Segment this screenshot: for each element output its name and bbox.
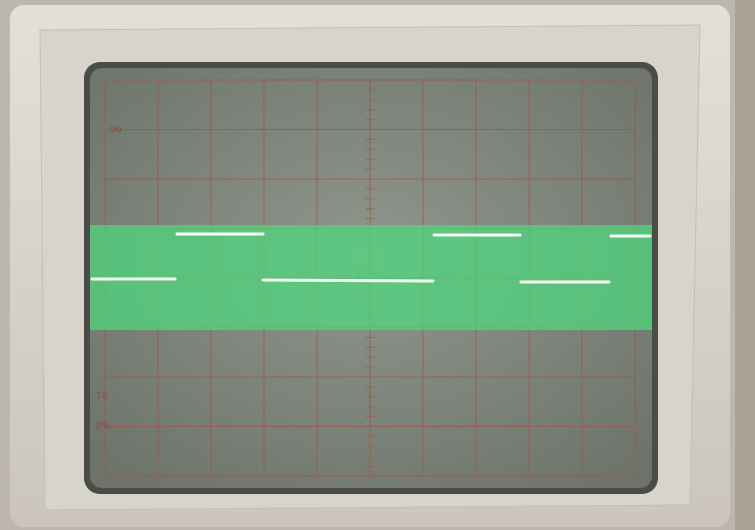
trace — [90, 232, 652, 284]
side-panel — [735, 0, 755, 530]
graticule-label: 90 — [110, 126, 122, 136]
trace-low — [261, 278, 435, 283]
graticule-label: 10 — [96, 392, 108, 402]
trace-band — [90, 225, 652, 330]
graticule-label: 0% — [96, 422, 111, 432]
